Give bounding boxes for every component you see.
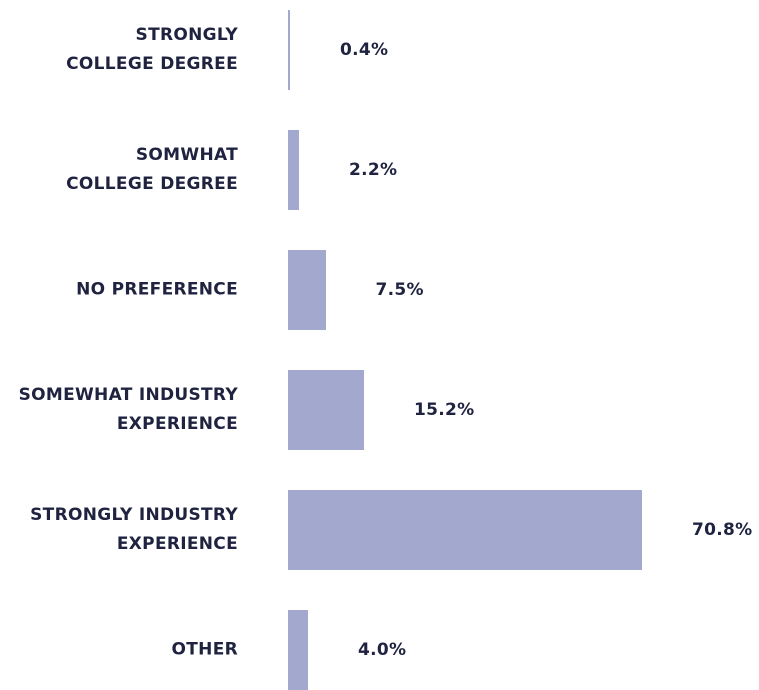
bar (288, 610, 308, 690)
value-label: 7.5% (375, 280, 424, 300)
category-label: OTHER (171, 639, 238, 660)
bar (288, 250, 326, 330)
value-label: 15.2% (414, 400, 475, 420)
value-label: 0.4% (340, 40, 389, 60)
value-label: 70.8% (692, 520, 753, 540)
bar (288, 370, 364, 450)
category-label: SOMEWHAT INDUSTRY EXPERIENCE (18, 385, 238, 434)
category-label: SOMWHAT COLLEGE DEGREE (66, 145, 238, 194)
category-label: STRONGLY COLLEGE DEGREE (66, 25, 238, 74)
category-label: NO PREFERENCE (76, 279, 238, 300)
bar (288, 490, 642, 570)
value-label: 2.2% (349, 160, 398, 180)
bar (288, 130, 299, 210)
value-label: 4.0% (358, 640, 407, 660)
category-label: STRONGLY INDUSTRY EXPERIENCE (30, 505, 238, 554)
bar (288, 10, 290, 90)
